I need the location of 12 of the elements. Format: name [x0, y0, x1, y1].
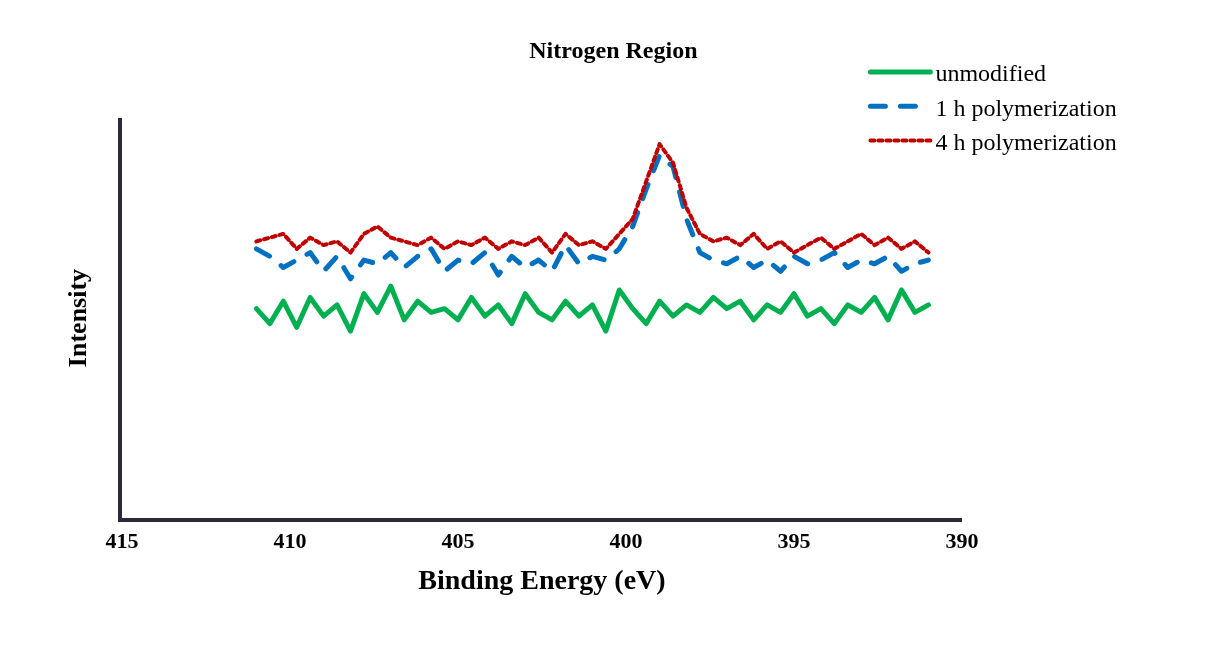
legend-label: 1 h polymerization: [935, 94, 1117, 121]
x-tick-label: 400: [609, 528, 643, 554]
x-tick-label: 410: [273, 528, 307, 554]
x-tick-label: 390: [945, 528, 979, 554]
x-tick-label: 415: [105, 528, 139, 554]
legend-label: 4 h polymerization: [935, 128, 1117, 155]
x-tick-label: 405: [441, 528, 475, 554]
y-axis-title: Intensity: [62, 268, 92, 368]
chart-title: Nitrogen Region: [529, 37, 698, 64]
x-axis-title: Binding Energy (eV): [418, 564, 666, 595]
legend-label: unmodified: [935, 60, 1047, 87]
x-tick-label: 395: [777, 528, 811, 554]
